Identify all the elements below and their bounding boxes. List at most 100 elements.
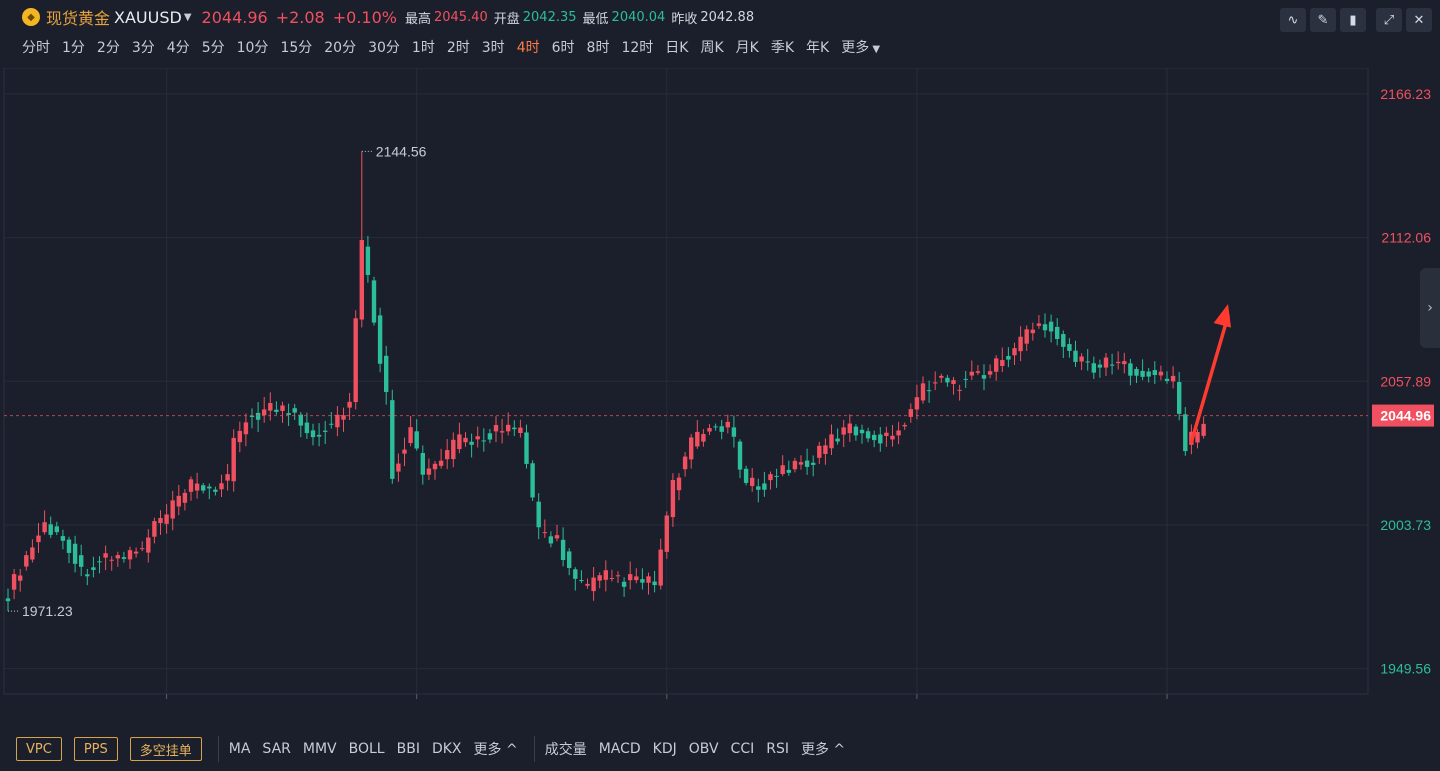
period-7[interactable]: 15分 [280,40,313,56]
candle-body-144 [884,432,889,436]
main-indicator-5[interactable]: DKX [431,741,462,757]
symbol-code[interactable]: XAUUSD [114,7,182,27]
candle-body-98 [603,570,608,580]
sub-indicator-3[interactable]: OBV [688,741,719,757]
high-label: 最高 [404,11,431,27]
main-indicator-4[interactable]: BBI [396,741,420,757]
pen-icon[interactable]: ✎ [1310,8,1336,32]
period-16[interactable]: 12时 [621,40,654,56]
period-1[interactable]: 1分 [62,40,85,56]
candle-body-167 [1024,329,1029,344]
candle-body-63 [390,400,395,479]
period-22[interactable]: 更多 ▼ [841,40,881,56]
period-4[interactable]: 4分 [166,40,190,56]
open-value: 2042.35 [522,9,577,25]
period-6[interactable]: 10分 [236,40,269,56]
divider [217,736,219,762]
candle-body-46 [286,413,291,415]
sub-indicator-1[interactable]: MACD [598,741,641,757]
candle-body-87 [536,501,541,528]
period-13[interactable]: 4时 [516,40,540,56]
sub-indicator-5[interactable]: RSI [766,741,789,757]
period-18[interactable]: 周K [700,40,724,56]
candle-body-56 [347,401,352,408]
candle-body-39 [243,422,249,435]
candle-body-121 [743,468,749,483]
divider [533,736,535,762]
candle-body-93 [573,569,578,579]
fullscreen-icon[interactable]: ⤢ [1376,8,1402,32]
candle-body-116 [713,426,718,428]
period-0[interactable]: 分时 [22,40,50,56]
main-button-1[interactable]: PPS [73,737,118,761]
y-tick-label-0: 2166.23 [1380,86,1431,102]
main-indicator-2[interactable]: MMV [302,741,337,757]
main-button-2[interactable]: 多空挂单 [129,737,202,761]
chevron-right-icon: › [1427,300,1433,316]
period-17[interactable]: 日K [665,40,689,56]
candle-body-88 [542,532,547,534]
symbol-header: ◆ 现货黄金 XAUUSD ▼ 2044.96 +2.08 +0.10% 最高 … [0,0,1440,34]
period-9[interactable]: 30分 [368,40,400,56]
candle-body-170 [1042,324,1048,331]
period-14[interactable]: 6时 [551,40,575,56]
last-price: 2044.96 [201,7,268,27]
candle-body-141 [865,431,871,439]
price-change-pct: +0.10% [332,7,397,27]
period-21[interactable]: 年K [806,40,830,56]
line-chart-icon[interactable]: ∿ [1280,8,1306,32]
main-indicator-3[interactable]: BOLL [348,741,385,757]
candlestick-icon[interactable]: ▮ [1340,8,1366,32]
symbol-name[interactable]: 现货黄金 [46,9,111,28]
candle-body-120 [737,441,743,470]
main-button-0[interactable]: VPC [16,737,62,761]
candle-body-134 [823,445,828,454]
annotation-label-0: 2144.56 [376,143,427,159]
candle-body-177 [1085,361,1090,363]
period-15[interactable]: 8时 [586,40,610,56]
candle-body-41 [255,412,261,420]
period-8[interactable]: 20分 [324,40,357,56]
sub-indicator-more[interactable]: 更多 ^ [800,742,846,758]
candle-body-160 [981,375,987,379]
period-20[interactable]: 季K [770,40,795,56]
period-10[interactable]: 1时 [411,40,435,56]
candle-body-176 [1079,356,1084,362]
candle-body-110 [676,477,682,491]
candle-body-195 [1195,432,1200,443]
candle-body-51 [316,434,322,437]
candle-body-185 [1134,368,1139,376]
candle-body-44 [274,409,279,412]
price-change: +2.08 [275,7,325,27]
sub-indicator-4[interactable]: CCI [730,741,755,757]
period-11[interactable]: 2时 [446,40,470,56]
period-2[interactable]: 2分 [96,40,120,56]
annotation-label-1: 1971.23 [22,603,73,619]
candlestick-chart[interactable]: 2166.232112.062057.892003.731949.5611-27… [0,68,1440,710]
period-12[interactable]: 3时 [481,40,505,56]
period-19[interactable]: 月K [735,40,759,56]
period-3[interactable]: 3分 [131,40,155,56]
trend-arrow-shaft [1189,314,1230,444]
close-icon[interactable]: ✕ [1406,8,1432,32]
side-panel-toggle[interactable]: › [1420,268,1440,348]
candle-body-127 [780,465,785,475]
candle-body-137 [841,427,846,435]
main-indicator-1[interactable]: SAR [262,741,291,757]
candle-body-172 [1055,326,1060,340]
candle-body-3 [24,555,29,567]
candle-body-12 [79,555,84,567]
candle-body-78 [481,440,486,442]
sub-indicator-2[interactable]: KDJ [652,741,677,757]
period-5[interactable]: 5分 [201,40,225,56]
candle-body-84 [518,427,523,434]
symbol-dropdown-icon[interactable]: ▼ [183,11,192,23]
candle-body-8 [54,526,59,533]
main-indicator-0[interactable]: MA [228,741,251,757]
candle-body-153 [939,375,944,378]
main-indicator-more[interactable]: 更多 ^ [473,742,518,758]
candle-body-103 [634,576,639,581]
y-tick-label-2: 2057.89 [1380,373,1431,389]
candle-body-60 [371,280,377,323]
sub-indicator-0[interactable]: 成交量 [544,742,587,758]
